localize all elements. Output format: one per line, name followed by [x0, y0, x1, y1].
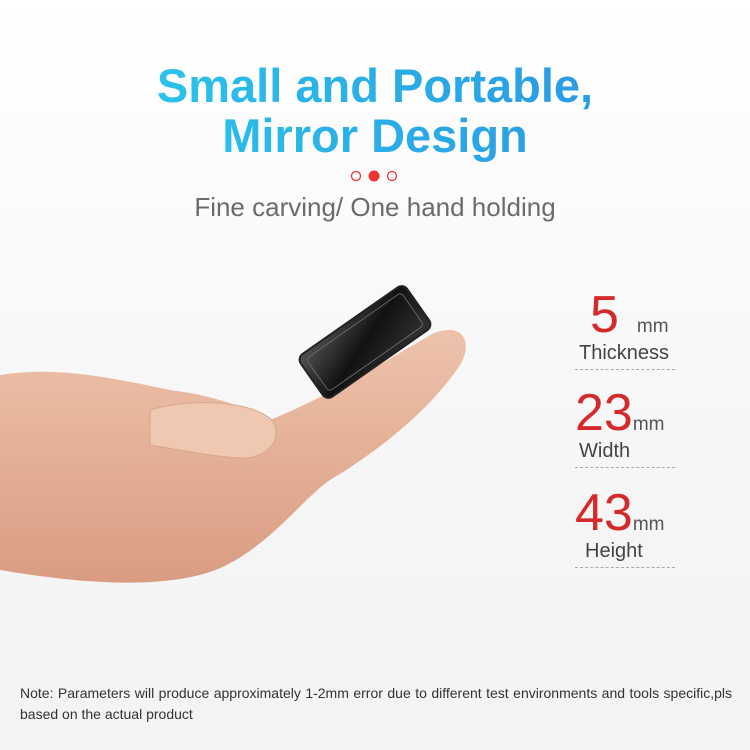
spec: 5 mm Thickness	[575, 286, 675, 370]
dots	[350, 170, 398, 182]
subtitle: Fine carving/ One hand holding	[194, 192, 556, 222]
spec-label: Thickness	[575, 342, 675, 370]
spec-unit: mm	[636, 316, 669, 337]
spec-unit: mm	[632, 514, 665, 535]
spec-unit: mm	[632, 414, 665, 435]
hand-illustration	[0, 285, 466, 583]
spec: 23mm Width	[575, 384, 675, 468]
title-line: Mirror Design	[0, 110, 750, 162]
spec: 43mm Height	[575, 484, 675, 568]
title-line: Small and Portable,	[0, 60, 750, 112]
note: Note: Parameters will produce approximat…	[20, 685, 732, 722]
spec-value: 23	[575, 384, 633, 442]
spec-value: 43	[575, 484, 633, 542]
spec-value: 5	[590, 286, 619, 344]
spec-label: Width	[575, 440, 675, 468]
spec-label: Height	[575, 540, 675, 568]
